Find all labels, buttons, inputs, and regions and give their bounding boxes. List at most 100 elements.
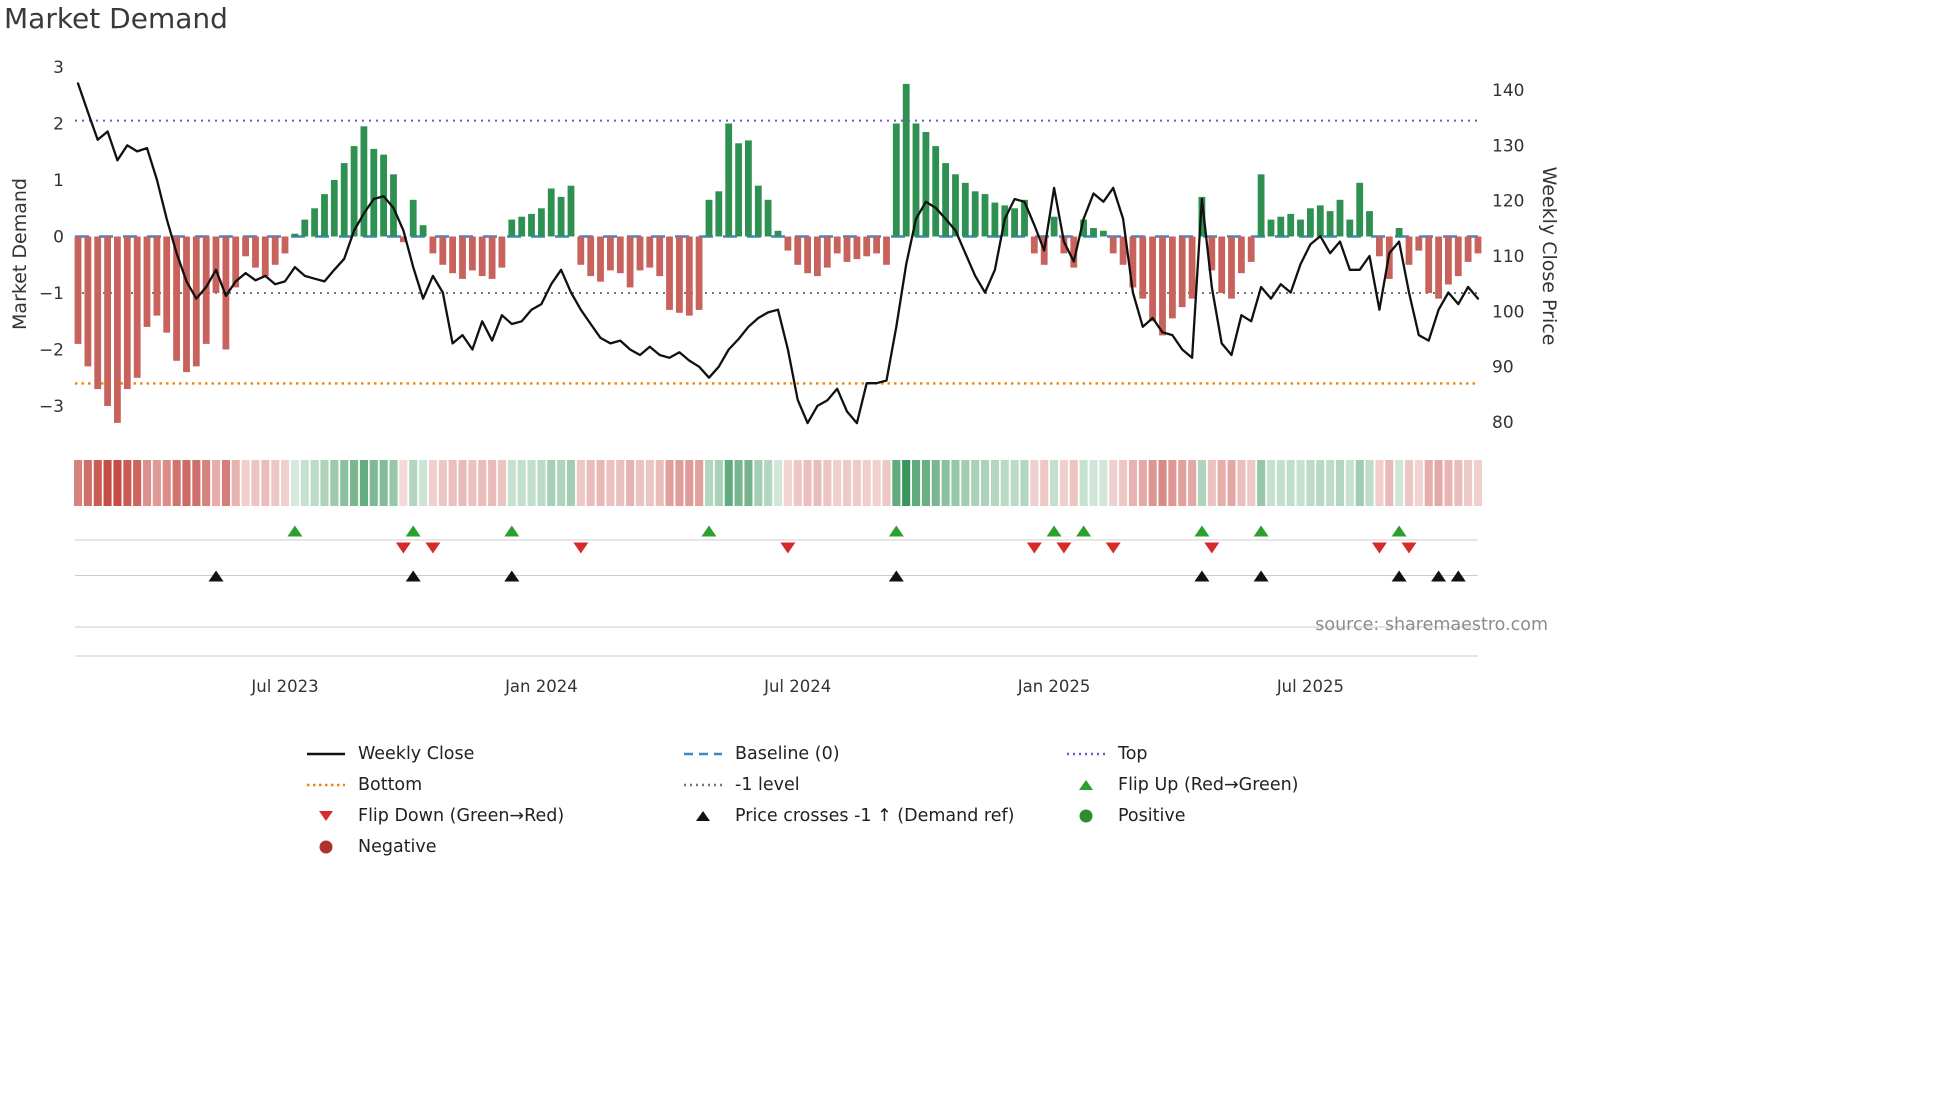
demand-bar-pos (291, 233, 299, 237)
heatmap-cell (1296, 460, 1305, 506)
heatmap-cell (941, 460, 950, 506)
demand-bar-neg (666, 236, 673, 310)
demand-bar-pos (1307, 208, 1314, 237)
demand-bar-pos (981, 194, 989, 237)
demand-bar-pos (912, 123, 920, 237)
heatmap-cell (221, 460, 230, 506)
heatmap-cell (231, 460, 240, 506)
x-tick-label: Jan 2024 (504, 677, 578, 696)
demand-bar-neg (498, 236, 506, 268)
heatmap-cell (902, 460, 911, 506)
heatmap-cell (438, 460, 447, 506)
demand-bar-neg (1070, 236, 1078, 268)
demand-bar-neg (1454, 236, 1462, 277)
demand-bar-neg (1119, 236, 1127, 265)
demand-bar-neg (212, 236, 220, 293)
heatmap-cell (1474, 460, 1483, 506)
heatmap-cell (152, 460, 161, 506)
heatmap-cell (330, 460, 339, 506)
left-tick-label: −3 (39, 397, 64, 417)
demand-bar-pos (1366, 211, 1373, 237)
heatmap-cell (1335, 460, 1344, 506)
demand-bar-neg (577, 236, 585, 265)
heatmap-cell (843, 460, 852, 506)
legend-column-2: Baseline (0) -1 level Price crosses -1 ↑… (682, 738, 1065, 862)
heatmap-cell (497, 460, 506, 506)
demand-bar-neg (1445, 236, 1452, 285)
demand-bar-pos (902, 83, 910, 237)
left-tick-label: 2 (53, 115, 64, 135)
demand-bar-pos (360, 126, 368, 237)
legend-item-negative: Negative (305, 831, 682, 862)
heatmap-cell (566, 460, 575, 506)
price-cross-marker (1450, 570, 1466, 582)
source-credit: source: sharemaestro.com (1315, 615, 1548, 635)
price-line (76, 82, 1480, 425)
heatmap-cell (1050, 460, 1059, 506)
heatmap-cell (882, 460, 891, 506)
demand-bar-pos (1356, 182, 1364, 237)
heatmap-cell (675, 460, 684, 506)
demand-bar-neg (587, 236, 595, 277)
demand-bar-neg (232, 236, 240, 288)
heatmap-cell (103, 460, 112, 506)
legend-item-flip-up: Flip Up (Red→Green) (1065, 769, 1405, 800)
demand-bar-neg (676, 236, 683, 313)
demand-bar-pos (1090, 228, 1097, 237)
heatmap-cell (143, 460, 152, 506)
demand-bar-neg (1169, 236, 1176, 319)
heatmap-cell (192, 460, 201, 506)
heatmap-cell (921, 460, 930, 506)
heatmap-cell (113, 460, 122, 506)
demand-bar-neg (202, 236, 210, 344)
heatmap-cell (852, 460, 861, 506)
demand-bar-pos (1100, 230, 1107, 237)
heatmap-cell (1266, 460, 1275, 506)
heatmap-cell (1414, 460, 1423, 506)
heatmap-cell (261, 460, 270, 506)
demand-bar-neg (1247, 236, 1255, 262)
right-axis-label: Weekly Close Price (1538, 166, 1560, 346)
heatmap-cell (1227, 460, 1236, 506)
heatmap-cell (1306, 460, 1315, 506)
demand-bar-neg (784, 236, 792, 251)
heatmap-cell (1000, 460, 1009, 506)
demand-bar-neg (261, 236, 269, 277)
price-cross-marker (504, 570, 520, 582)
legend-label-top: Top (1118, 743, 1148, 764)
heatmap-cell (83, 460, 92, 506)
heatmap-cell (547, 460, 556, 506)
demand-bar-neg (873, 236, 880, 254)
demand-bar-neg (1159, 236, 1166, 336)
heatmap-cell (1276, 460, 1285, 506)
demand-bar-neg (1425, 236, 1433, 293)
right-tick-label: 110 (1492, 247, 1524, 267)
axis-ticks: 3 2 1 0 −1 −2 −3 140 130 120 110 100 90 80 Jul 2023 Jan… (39, 58, 1525, 696)
legend-label-flip-up: Flip Up (Red→Green) (1118, 774, 1299, 795)
heatmap-cell (1079, 460, 1088, 506)
demand-bar-pos (715, 191, 723, 237)
x-tick-label: Jul 2024 (763, 677, 831, 696)
demand-bar-pos (961, 182, 969, 237)
demand-heatmap (74, 460, 1483, 506)
legend-item-price-cross: Price crosses -1 ↑ (Demand ref) (682, 800, 1065, 831)
demand-bar-neg (636, 236, 644, 271)
heatmap-cell (833, 460, 842, 506)
left-tick-label: −1 (39, 284, 64, 304)
heatmap-cell (1424, 460, 1433, 506)
heatmap-cell (1237, 460, 1246, 506)
demand-bar-pos (1287, 213, 1295, 237)
flip-down-marker (1401, 542, 1417, 554)
heatmap-cell (931, 460, 940, 506)
flip-up-marker (1194, 525, 1210, 537)
right-tick-label: 90 (1492, 358, 1514, 378)
demand-bar-pos (1267, 219, 1275, 237)
heatmap-cell (1464, 460, 1473, 506)
heatmap-cell (734, 460, 743, 506)
flip-down-marker (1371, 542, 1387, 554)
price-cross-marker (1391, 570, 1407, 582)
demand-bar-pos (321, 194, 328, 237)
demand-bar-neg (1188, 236, 1196, 299)
